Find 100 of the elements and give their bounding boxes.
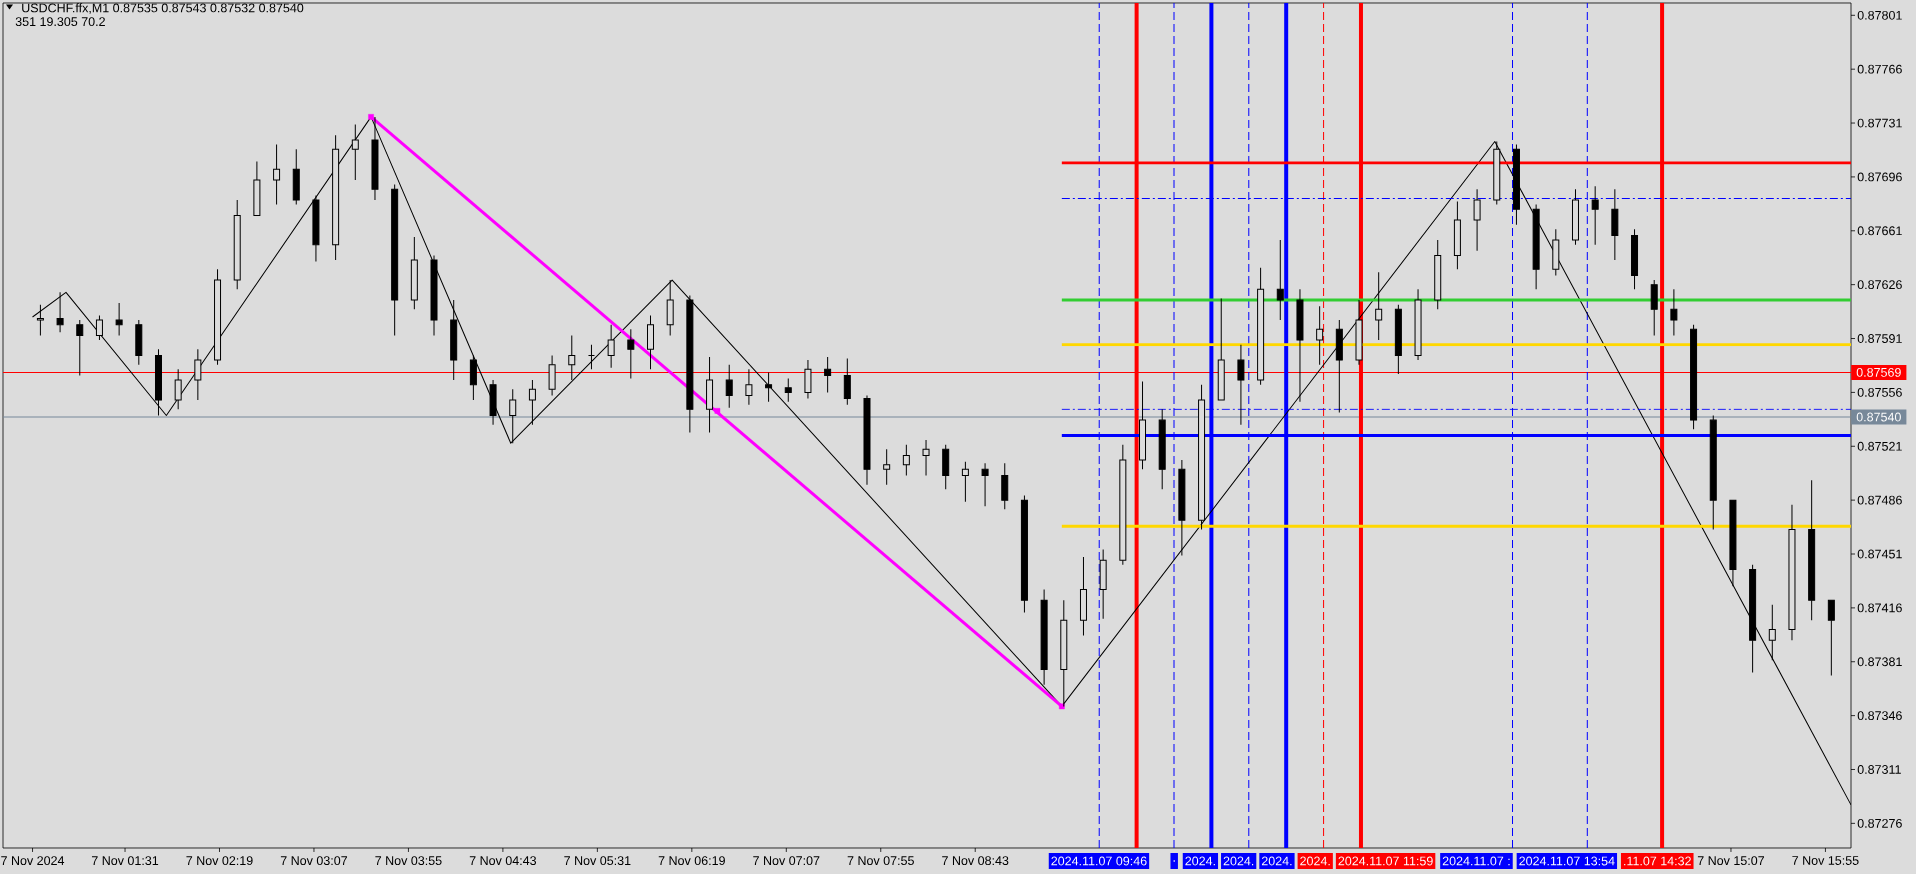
candlestick [509, 388, 517, 444]
candlestick [1611, 188, 1619, 261]
y-tick-label: 0.87766 [1857, 64, 1902, 74]
x-tick-label: 7 Nov 01:31 [91, 856, 159, 866]
x-tick-label: 7 Nov 15:07 [1697, 856, 1765, 866]
y-tick-label: 0.87346 [1857, 711, 1902, 721]
candlestick [981, 462, 989, 507]
ref-line-label: 2024. [1261, 856, 1292, 866]
x-tick-label: 7 Nov 05:31 [564, 856, 631, 866]
ref-line-label: 0.87569 [1856, 367, 1901, 377]
candlestick [1296, 288, 1304, 403]
y-tick-label: 0.87416 [1857, 603, 1902, 613]
y-tick-label: 0.87486 [1857, 495, 1902, 505]
y-tick-label: 0.87556 [1857, 387, 1902, 397]
candlestick [56, 291, 64, 333]
candlestick [450, 299, 458, 381]
x-tick-label: 7 Nov 2024 [1, 856, 65, 866]
candlestick [922, 439, 930, 477]
candlestick [469, 354, 477, 401]
candlestick [1158, 408, 1166, 490]
ref-line-label: 2024.11.07 13:54 [1519, 856, 1615, 866]
candlestick [214, 268, 222, 366]
candlestick [273, 144, 281, 206]
candlestick [843, 358, 851, 406]
candlestick [1060, 599, 1068, 707]
candlestick [1079, 556, 1087, 637]
text: 351 19.305 70.2 [15, 17, 105, 27]
candlestick [1178, 459, 1186, 557]
candlestick [1375, 271, 1383, 341]
candlestick [1139, 381, 1147, 470]
candlestick [154, 348, 162, 416]
candlestick [174, 368, 182, 410]
candlestick [1335, 319, 1343, 413]
ref-line-label: 2024. [1185, 856, 1215, 866]
candlestick [36, 304, 44, 336]
candlestick [194, 348, 202, 401]
candlestick [233, 199, 241, 290]
candlestick [666, 279, 674, 336]
candlestick [1650, 279, 1658, 336]
candlestick [686, 294, 694, 433]
candlestick [292, 148, 300, 206]
candlestick [1473, 188, 1481, 252]
candlestick [489, 379, 497, 426]
ref-line-label: 2024.11.07 : [1442, 856, 1510, 866]
candlestick [627, 328, 635, 380]
candlestick [430, 254, 438, 336]
y-tick-label: 0.87696 [1857, 172, 1902, 182]
y-tick-label: 0.87731 [1857, 118, 1902, 128]
ref-line-label: .11.07 14:32 [1624, 856, 1691, 866]
candlestick [1414, 288, 1422, 361]
candlestick [745, 368, 753, 406]
candlestick [1453, 201, 1461, 270]
x-tick-label: 7 Nov 15:55 [1792, 856, 1859, 865]
ref-line-label: . [1173, 860, 1175, 862]
candlestick [1571, 188, 1579, 246]
candlestick [351, 124, 359, 181]
candlestick [1001, 462, 1009, 510]
candlestick [765, 371, 773, 403]
candlestick [1808, 479, 1816, 621]
x-tick-label: 7 Nov 03:55 [375, 856, 442, 866]
legend-label: 2024.11.07 11:59 [1338, 856, 1433, 866]
x-tick-label: 7 Nov 02:19 [186, 856, 253, 866]
y-tick-label: 0.87311 [1857, 765, 1901, 774]
ref-line-label: 2024. [1300, 856, 1330, 866]
candlestick [1768, 604, 1776, 661]
ref-line-label: 0.87540 [1856, 412, 1901, 422]
candlestick [1119, 444, 1127, 566]
candlestick [1552, 228, 1560, 276]
x-tick-label: 7 Nov 07:07 [753, 856, 820, 866]
candlestick [647, 314, 654, 370]
candlestick [115, 302, 123, 336]
candlestick [1257, 267, 1265, 386]
candlestick [548, 354, 556, 396]
candlestick [1198, 384, 1206, 530]
candlestick [528, 379, 536, 426]
candlestick [1316, 305, 1324, 366]
ref-line-label: 2024. [1223, 856, 1254, 866]
y-tick-label: 0.87591 [1857, 334, 1902, 343]
candlestick [410, 236, 418, 310]
y-tick-label: 0.87521 [1857, 441, 1902, 451]
candlestick [1040, 588, 1048, 686]
x-tick-label: 7 Nov 04:43 [469, 856, 537, 866]
chart-title: USDCHF.ffx,M1 0.87535 0.87543 0.87532 0.87540 [22, 3, 304, 14]
candlestick [824, 356, 832, 393]
candlestick [883, 448, 891, 486]
candlestick [784, 378, 792, 403]
candlestick [1631, 228, 1639, 290]
candlestick [332, 134, 340, 261]
candlestick [1237, 344, 1245, 426]
y-tick-label: 0.87276 [1857, 818, 1902, 828]
candlestick [95, 314, 103, 341]
candlestick [1099, 548, 1107, 620]
y-tick-label: 0.87451 [1857, 549, 1902, 559]
x-tick-label: 7 Nov 08:43 [942, 856, 1009, 866]
candlestick [1276, 239, 1284, 321]
candlestick [902, 444, 910, 477]
ref-line-label: 2024.11.07 09:46 [1051, 856, 1147, 866]
candlestick [76, 319, 84, 376]
candlestick [1355, 299, 1363, 366]
candlestick [312, 194, 320, 263]
